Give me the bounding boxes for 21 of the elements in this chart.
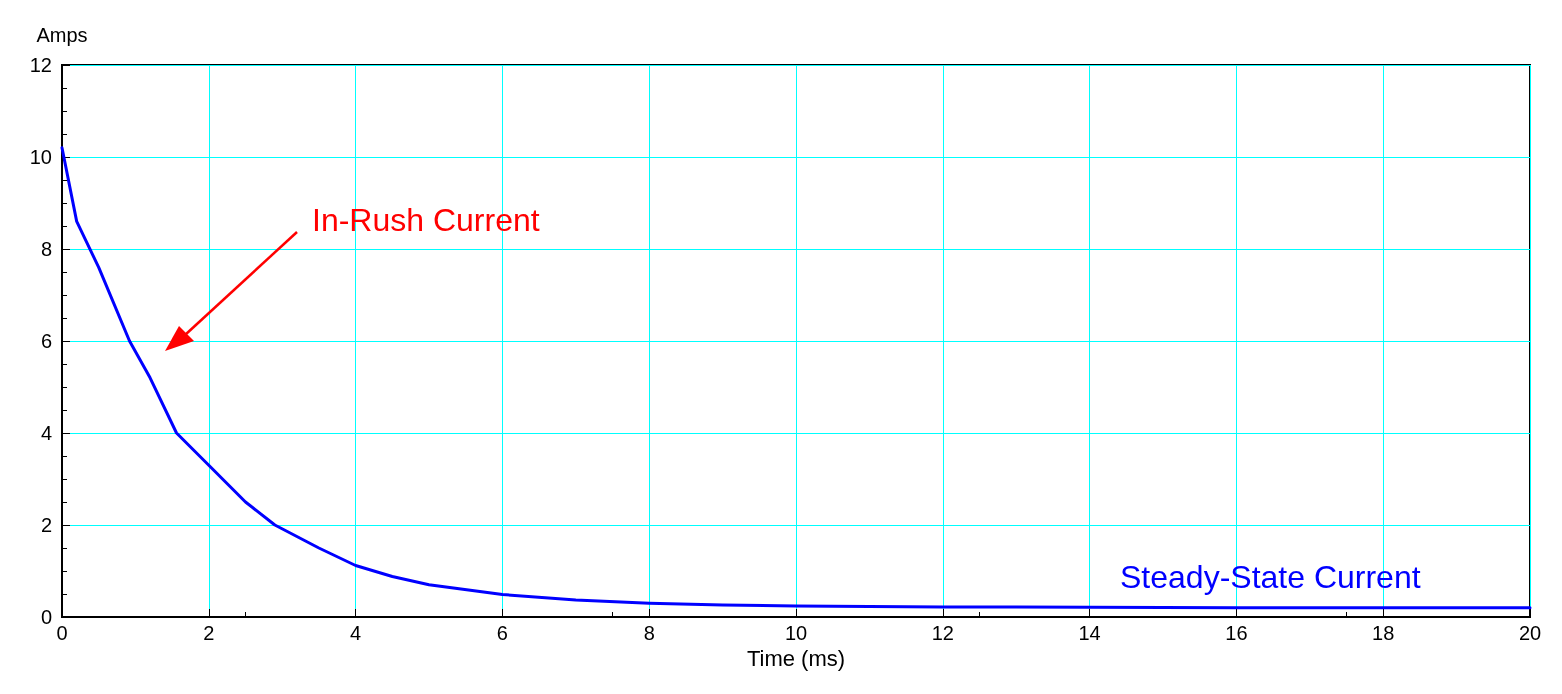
x-tick-label: 10 bbox=[784, 622, 808, 644]
y-tick-label: 8 bbox=[40, 238, 52, 260]
line-series bbox=[60, 146, 1532, 610]
x-tick-label: 0 bbox=[56, 622, 68, 644]
x-tick-label: 20 bbox=[1518, 622, 1542, 644]
y-tick-label: 2 bbox=[40, 514, 52, 536]
y-tick-label: 6 bbox=[40, 330, 52, 352]
y-tick-label: 12 bbox=[29, 54, 52, 76]
x-tick-label: 18 bbox=[1372, 622, 1395, 644]
y-axis-title: Amps bbox=[36, 24, 88, 46]
x-tick-label: 2 bbox=[203, 622, 215, 644]
x-tick-label: 14 bbox=[1078, 622, 1101, 644]
y-tick-label: 4 bbox=[40, 422, 52, 444]
x-tick-label: 8 bbox=[643, 622, 655, 644]
x-tick-label: 4 bbox=[350, 622, 362, 644]
y-tick-label: 0 bbox=[40, 606, 52, 628]
x-tick-label: 12 bbox=[931, 622, 954, 644]
y-tick-label: 10 bbox=[29, 146, 52, 168]
x-tick-label: 16 bbox=[1225, 622, 1248, 644]
x-tick-label: 6 bbox=[496, 622, 508, 644]
x-axis-title: Time (ms) bbox=[746, 646, 846, 672]
